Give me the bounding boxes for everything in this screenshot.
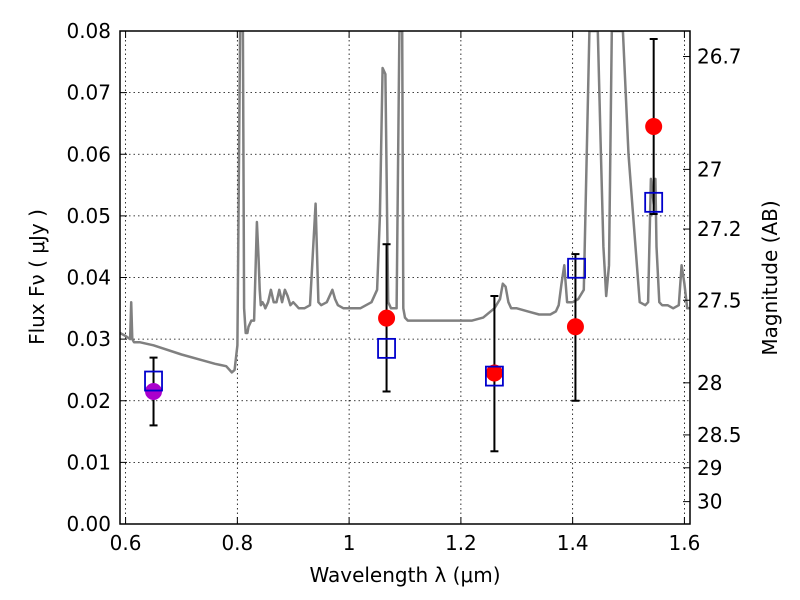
magnitude-tick-label: 26.7 [697,45,742,69]
observed-points [145,118,663,401]
magnitude-tick-label: 27.2 [697,217,742,241]
observed-point [145,383,163,401]
spectrum-line [120,31,690,374]
x-tick-label: 1.2 [445,531,477,555]
y-tick-label: 0.03 [66,327,111,351]
x-tick-label: 1.6 [669,531,701,555]
model-square [377,337,396,359]
x-axis-ticks: 0.6 0.8 1 1.2 1.4 1.6 [110,31,701,555]
spectrum-series [120,31,690,374]
magnitude-tick-label: 28.5 [697,423,742,447]
magnitude-tick-label: 29 [697,456,722,480]
magnitude-tick-label: 27.5 [697,288,742,312]
model-square [144,370,163,392]
x-tick-label: 0.8 [221,531,253,555]
y-tick-label: 0.00 [66,512,111,536]
model-square [485,365,504,387]
x-tick-label: 0.6 [110,531,142,555]
magnitude-tick-label: 27 [697,157,722,181]
x-tick-label: 1 [343,531,356,555]
magnitude-axis-title: Magnitude (AB) [758,200,782,355]
observed-point [566,318,584,336]
magnitude-tick-label: 30 [697,490,722,514]
y-tick-label: 0.01 [66,450,111,474]
y-tick-label: 0.06 [66,142,111,166]
model-squares [144,191,664,392]
magnitude-tick-label: 28 [697,371,722,395]
y-tick-label: 0.05 [66,204,111,228]
x-tick-label: 1.4 [557,531,589,555]
y-axis-title: Flux Fν ( μJy ) [25,209,49,345]
y-tick-label: 0.02 [66,389,111,413]
y-tick-label: 0.04 [66,266,111,290]
x-axis-title: Wavelength λ (μm) [309,563,500,587]
observed-point [645,118,663,136]
model-square [644,191,664,213]
y-axis-ticks: 0.00 0.01 0.02 0.03 0.04 0.05 0.06 0.07 0.08 [66,19,127,536]
model-square [567,257,586,279]
magnitude-axis-ticks: 26.7 27 27.2 27.5 28 28.5 29 30 [683,45,742,514]
y-tick-label: 0.08 [66,19,111,43]
observed-point [378,309,396,327]
y-tick-label: 0.07 [66,81,111,105]
